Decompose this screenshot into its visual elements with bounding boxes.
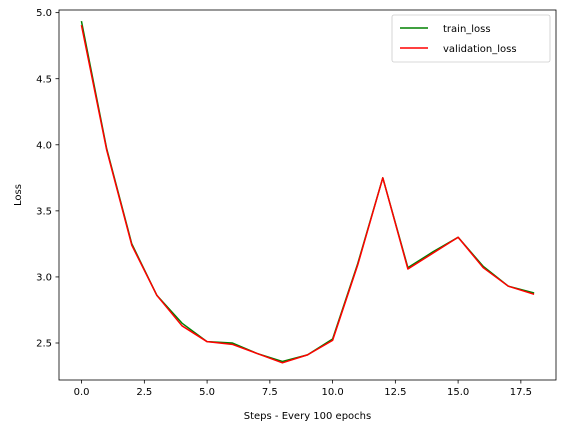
series-line-validation-loss bbox=[80, 24, 535, 364]
legend-box bbox=[391, 14, 551, 63]
x-axis-ticks: 0.0 2.5 5.0 7.5 10.0 12.5 15.0 17.5 bbox=[74, 380, 532, 398]
y-tick-label: 3.0 bbox=[36, 273, 52, 284]
y-tick-label: 4.5 bbox=[36, 74, 52, 85]
y-tick-label: 2.5 bbox=[36, 339, 52, 350]
y-axis-label: Loss bbox=[13, 184, 24, 206]
series-lines bbox=[80, 21, 535, 364]
legend: train_loss validation_loss bbox=[391, 14, 551, 63]
y-tick-label: 5.0 bbox=[36, 8, 52, 19]
legend-label-validation-loss: validation_loss bbox=[443, 44, 517, 55]
y-tick-label: 4.0 bbox=[36, 140, 52, 151]
plot-frame bbox=[58, 9, 557, 381]
x-tick-label: 0.0 bbox=[74, 387, 90, 398]
x-tick-label: 12.5 bbox=[384, 387, 406, 398]
x-tick-label: 5.0 bbox=[199, 387, 215, 398]
x-tick-label: 17.5 bbox=[510, 387, 532, 398]
x-axis-label: Steps - Every 100 epochs bbox=[244, 411, 371, 422]
x-tick-label: 2.5 bbox=[136, 387, 152, 398]
legend-label-train-loss: train_loss bbox=[443, 24, 491, 35]
x-tick-label: 7.5 bbox=[262, 387, 278, 398]
y-tick-label: 3.5 bbox=[36, 206, 52, 217]
x-tick-label: 10.0 bbox=[321, 387, 343, 398]
x-tick-label: 15.0 bbox=[447, 387, 469, 398]
y-axis-ticks: 2.5 3.0 3.5 4.0 4.5 5.0 bbox=[36, 8, 59, 350]
